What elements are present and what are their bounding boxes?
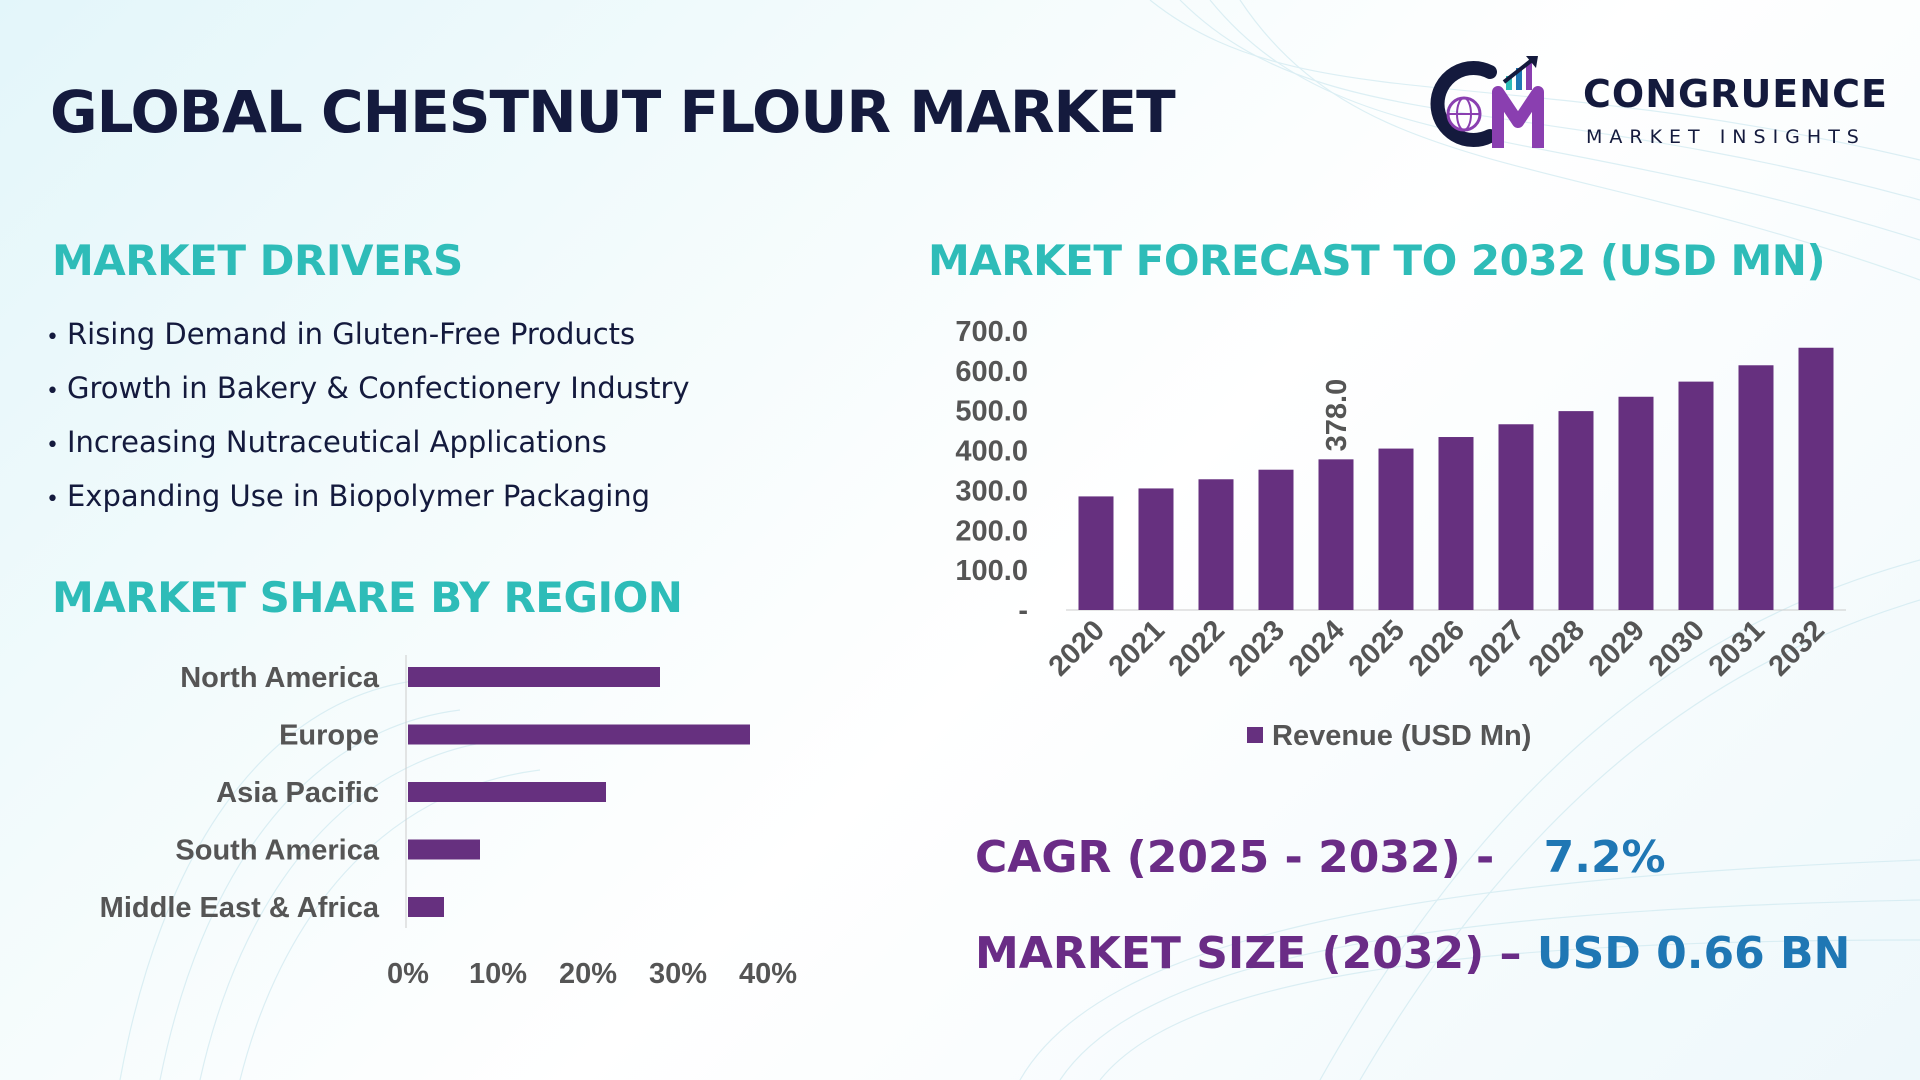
cagr-value: 7.2% <box>1543 832 1666 883</box>
region-bar <box>408 782 606 802</box>
forecast-x-tick-label: 2026 <box>1403 614 1471 682</box>
forecast-y-tick-label: 500.0 <box>955 396 1028 428</box>
forecast-x-tick-label: 2032 <box>1763 614 1831 682</box>
region-category-label: North America <box>180 662 380 694</box>
forecast-bar <box>1798 347 1834 610</box>
market-size-label: MARKET SIZE (2032) – <box>975 928 1522 979</box>
forecast-bar <box>1678 381 1714 610</box>
forecast-y-tick-label: 300.0 <box>955 475 1028 507</box>
forecast-legend-label: Revenue (USD Mn) <box>1272 720 1531 752</box>
forecast-x-tick-label: 2022 <box>1163 614 1231 682</box>
forecast-data-label: 378.0 <box>1321 379 1353 452</box>
forecast-y-tick-label: 600.0 <box>955 356 1028 388</box>
region-x-tick-label: 40% <box>739 958 797 990</box>
forecast-bar <box>1138 488 1174 610</box>
driver-item: • Increasing Nutraceutical Applications <box>46 425 607 459</box>
region-category-label: Asia Pacific <box>216 777 379 809</box>
forecast-x-tick-label: 2025 <box>1343 614 1411 682</box>
company-logo: CONGRUENCE MARKET INSIGHTS <box>1428 52 1898 162</box>
market-size-value: USD 0.66 BN <box>1536 928 1851 979</box>
forecast-x-tick-label: 2024 <box>1283 614 1351 682</box>
logo-mark-icon <box>1430 56 1544 148</box>
cagr-line: CAGR (2025 - 2032) - 7.2% <box>975 832 1666 883</box>
market-size-line: MARKET SIZE (2032) – USD 0.66 BN <box>975 928 1850 979</box>
forecast-y-tick-label: - <box>1018 595 1028 627</box>
forecast-bar <box>1618 396 1654 610</box>
forecast-bar <box>1258 469 1294 610</box>
forecast-x-tick-label: 2031 <box>1703 614 1771 682</box>
cagr-label: CAGR (2025 - 2032) - <box>975 832 1495 883</box>
forecast-x-tick-label: 2028 <box>1523 614 1591 682</box>
forecast-bar <box>1198 479 1234 610</box>
logo-name: CONGRUENCE <box>1583 72 1888 116</box>
forecast-x-tick-label: 2029 <box>1583 614 1651 682</box>
forecast-y-tick-label: 200.0 <box>955 515 1028 547</box>
forecast-bar <box>1378 448 1414 610</box>
forecast-x-tick-label: 2021 <box>1103 614 1171 682</box>
forecast-y-tick-label: 700.0 <box>955 316 1028 348</box>
driver-item: • Growth in Bakery & Confectionery Indust… <box>46 371 690 405</box>
page-title: GLOBAL CHESTNUT FLOUR MARKET <box>50 78 1176 146</box>
driver-item: • Rising Demand in Gluten-Free Products <box>46 317 636 351</box>
forecast-bar <box>1078 496 1114 610</box>
region-bar <box>408 724 750 745</box>
region-x-tick-label: 0% <box>387 958 429 990</box>
drivers-list: • Rising Demand in Gluten-Free Products •… <box>46 310 690 526</box>
region-heading: MARKET SHARE BY REGION <box>52 573 683 622</box>
forecast-heading: MARKET FORECAST TO 2032 (USD MN) <box>928 236 1826 285</box>
region-bar <box>408 897 444 917</box>
region-x-tick-label: 30% <box>649 958 707 990</box>
region-x-tick-label: 10% <box>469 958 527 990</box>
region-bar <box>408 839 480 860</box>
forecast-legend-swatch <box>1247 727 1263 743</box>
driver-item: • Expanding Use in Biopolymer Packaging <box>46 479 651 513</box>
forecast-bar <box>1738 365 1774 610</box>
forecast-x-tick-label: 2030 <box>1643 614 1711 682</box>
forecast-x-tick-label: 2020 <box>1043 614 1111 682</box>
forecast-x-tick-label: 2027 <box>1463 614 1531 682</box>
region-category-label: Middle East & Africa <box>100 892 380 924</box>
forecast-bar <box>1318 459 1354 610</box>
region-x-tick-label: 20% <box>559 958 617 990</box>
forecast-bar <box>1558 411 1594 610</box>
forecast-x-tick-label: 2023 <box>1223 614 1291 682</box>
forecast-y-tick-label: 100.0 <box>955 555 1028 587</box>
forecast-y-tick-label: 400.0 <box>955 436 1028 468</box>
region-bar <box>408 667 660 687</box>
forecast-bar <box>1438 437 1474 610</box>
forecast-bar <box>1498 424 1534 610</box>
drivers-heading: MARKET DRIVERS <box>52 236 463 285</box>
region-category-label: Europe <box>279 720 379 752</box>
region-category-label: South America <box>175 835 379 867</box>
logo-tagline: MARKET INSIGHTS <box>1586 126 1866 148</box>
